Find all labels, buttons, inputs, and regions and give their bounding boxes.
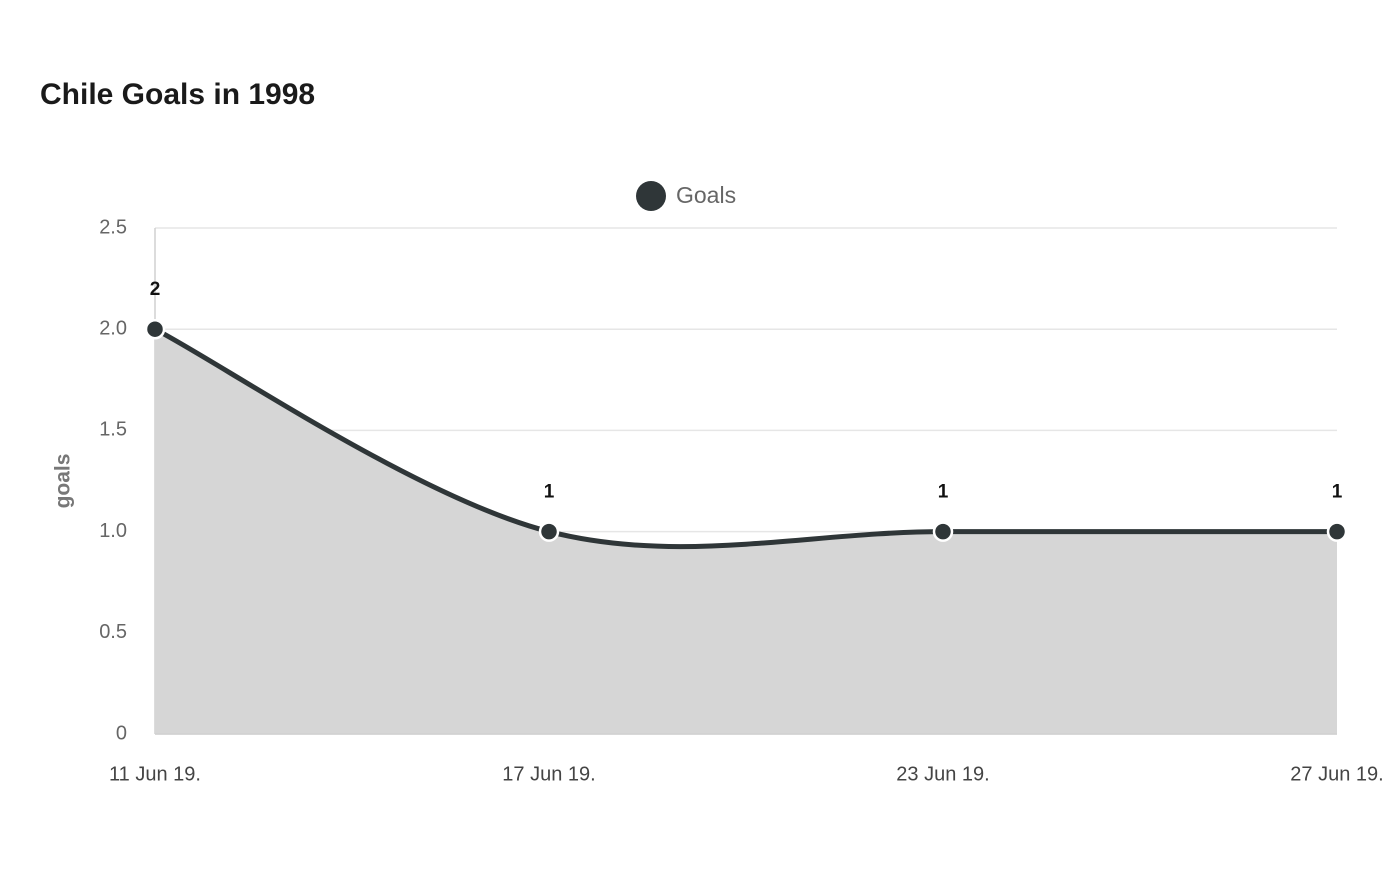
x-tick-label: 11 Jun 19. [109,763,201,785]
area-fill [155,329,1337,734]
y-tick-label: 0 [116,722,127,744]
chart-title: Chile Goals in 1998 [40,78,315,111]
data-label: 2 [150,279,161,300]
data-point [538,521,560,542]
x-tick-label: 27 Jun 19. [1290,763,1383,785]
x-tick-label: 17 Jun 19. [502,763,595,785]
y-tick-label: 2.0 [99,317,127,339]
legend-marker [636,181,666,211]
data-point [144,318,166,340]
series-line [153,326,1337,550]
data-label: 1 [938,482,949,503]
legend-label[interactable]: Goals [676,182,736,208]
data-point [932,521,954,542]
data-label: 1 [544,482,555,503]
data-point [1326,521,1348,542]
y-tick-label: 1.5 [99,419,127,441]
data-label: 1 [1332,482,1343,503]
y-axis-label: goals [52,454,75,509]
y-tick-label: 0.5 [99,621,127,643]
x-tick-label: 23 Jun 19. [896,763,989,785]
y-tick-label: 2.5 [99,216,127,238]
y-tick-label: 1.0 [99,520,127,542]
